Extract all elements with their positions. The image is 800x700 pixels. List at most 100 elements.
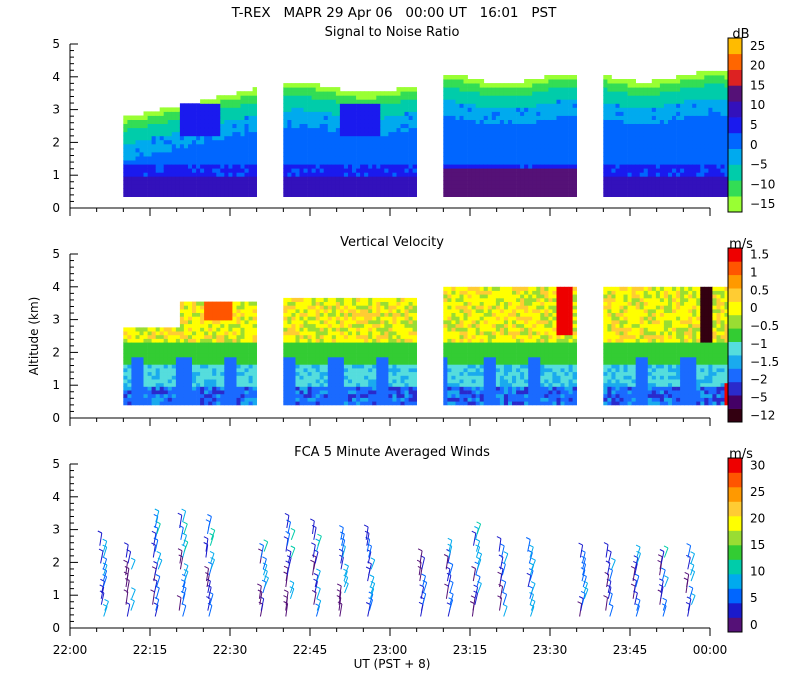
- snr-cell: [684, 107, 689, 112]
- snr-cell: [508, 176, 513, 181]
- snr-cell: [412, 192, 417, 197]
- snr-cell: [623, 107, 628, 112]
- snr-cell: [643, 131, 649, 137]
- snr-cell: [352, 143, 357, 149]
- snr-cell: [560, 188, 565, 193]
- snr-cell: [471, 180, 476, 185]
- vv-cell: [188, 308, 193, 313]
- snr-cell: [619, 192, 624, 197]
- snr-cell: [659, 176, 665, 181]
- snr-cell: [615, 160, 620, 165]
- snr-cell: [540, 115, 545, 120]
- vv-cell: [244, 382, 249, 387]
- snr-cell: [499, 91, 505, 96]
- snr-cell: [299, 147, 304, 153]
- snr-cell: [503, 127, 509, 133]
- snr-cell: [171, 152, 177, 157]
- snr-cell: [307, 160, 312, 165]
- snr-cell: [131, 139, 136, 145]
- vv-cell: [319, 375, 325, 380]
- vv-cell: [283, 312, 288, 317]
- snr-cell: [131, 192, 136, 197]
- snr-cell: [171, 143, 177, 149]
- vv-cell: [236, 308, 241, 313]
- snr-cell: [384, 115, 389, 120]
- snr-cell: [348, 127, 353, 133]
- snr-cell: [323, 107, 329, 112]
- snr-cell: [568, 152, 573, 157]
- vv-cell: [327, 334, 333, 339]
- snr-cell: [631, 160, 636, 165]
- snr-cell: [356, 176, 361, 181]
- snr-cell: [408, 131, 413, 137]
- snr-cell: [339, 156, 345, 161]
- snr-cell: [307, 131, 312, 137]
- snr-cell: [208, 160, 213, 165]
- snr-cell: [651, 91, 657, 96]
- snr-cell: [655, 87, 661, 92]
- vv-cell: [283, 386, 288, 391]
- snr-cell: [451, 87, 456, 92]
- snr-cell: [443, 119, 448, 124]
- snr-cell: [343, 95, 349, 100]
- vv-cell: [295, 316, 300, 321]
- snr-cell: [252, 107, 257, 112]
- snr-cell: [668, 99, 673, 104]
- vv-cell: [240, 382, 245, 387]
- snr-cell: [639, 160, 645, 165]
- vv-cell: [196, 327, 201, 332]
- vv-cell: [192, 338, 197, 343]
- vv-cell: [244, 360, 249, 365]
- snr-cell: [508, 91, 513, 96]
- snr-cell: [548, 127, 553, 133]
- snr-cell: [388, 176, 393, 181]
- snr-cell: [672, 164, 677, 169]
- vv-cell: [151, 401, 156, 406]
- snr-cell: [220, 184, 225, 189]
- snr-cell: [564, 180, 569, 185]
- snr-cell: [680, 139, 685, 145]
- snr-cell: [299, 119, 304, 124]
- snr-cell: [623, 180, 628, 185]
- snr-cell: [151, 176, 156, 181]
- snr-cell: [655, 168, 661, 173]
- snr-cell: [611, 152, 616, 157]
- snr-cell: [220, 131, 225, 137]
- vv-cell: [315, 301, 321, 306]
- vv-cell: [151, 342, 156, 347]
- vv-cell: [291, 331, 296, 336]
- snr-cell: [639, 168, 645, 173]
- snr-cell: [443, 111, 448, 116]
- snr-cell: [376, 192, 381, 197]
- snr-cell: [552, 139, 557, 145]
- snr-cell: [463, 139, 468, 145]
- snr-cell: [560, 168, 565, 173]
- snr-cell: [319, 152, 325, 157]
- snr-cell: [556, 115, 561, 120]
- vv-cell: [196, 308, 201, 313]
- snr-cell: [295, 152, 300, 157]
- snr-cell: [688, 135, 693, 141]
- vv-cell: [204, 379, 209, 384]
- vv-cell: [171, 364, 177, 369]
- vv-cell: [224, 375, 229, 380]
- snr-cell: [447, 156, 452, 161]
- snr-cell: [607, 192, 612, 197]
- vv-cell: [323, 301, 329, 306]
- snr-cell: [295, 127, 300, 133]
- snr-cell: [475, 152, 481, 157]
- snr-cell: [615, 123, 620, 129]
- vv-cell: [127, 397, 132, 402]
- vv-cell: [123, 364, 128, 369]
- snr-cell: [491, 164, 497, 169]
- snr-cell: [651, 107, 657, 112]
- snr-cell: [291, 147, 296, 153]
- snr-cell: [696, 135, 701, 141]
- snr-cell: [495, 135, 501, 141]
- vv-cell: [331, 342, 337, 347]
- snr-cell: [240, 107, 245, 112]
- snr-cell: [503, 164, 509, 169]
- snr-cell: [139, 143, 144, 149]
- snr-cell: [208, 139, 213, 145]
- snr-cell: [220, 115, 225, 120]
